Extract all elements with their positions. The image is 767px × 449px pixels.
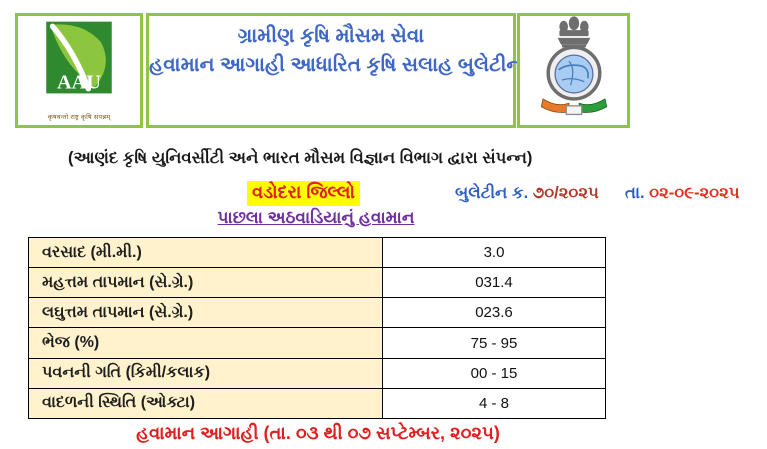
weather-table-row: ભેજ (%) 75 - 95 xyxy=(28,327,606,359)
bulletin-date-label: તા. xyxy=(625,184,645,202)
weather-row-label: વરસાદ (મી.મી.) xyxy=(28,236,383,269)
weather-row-label: ભેજ (%) xyxy=(28,327,383,359)
forecast-heading: હવામાન આગાહી (તા. ૦૩ થી ૦૭ સપ્ટેમ્બર, ૨૦… xyxy=(136,423,500,443)
weather-table-row: વરસાદ (મી.મી.) 3.0 xyxy=(28,236,606,269)
district-name-badge: વડોદરા જિલ્લો xyxy=(247,181,360,206)
imd-logo-box xyxy=(517,13,630,128)
weather-row-label: વાદળની સ્થિતિ (ઓક્ટા) xyxy=(28,387,383,420)
service-title: ગ્રામીણ કૃષિ મૌસમ સેવા xyxy=(237,25,425,47)
weather-row-value: 3.0 xyxy=(382,236,606,269)
svg-text:AAU: AAU xyxy=(57,72,101,94)
bulletin-title-box: ગ્રામીણ કૃષિ મૌસમ સેવા હવામાન આગાહી આધાર… xyxy=(146,13,522,128)
weather-row-label: લઘુત્તમ તાપમાન (સે.ગ્રે.) xyxy=(28,297,383,329)
bulletin-number-label: બુલેટીન ક. xyxy=(455,184,529,202)
weather-table-body: વરસાદ (મી.મી.) 3.0 મહત્તમ તાપમાન (સે.ગ્રે.… xyxy=(28,236,606,420)
weather-table-row: વાદળની સ્થિતિ (ઓક્ટા) 4 - 8 xyxy=(28,387,606,420)
aau-motto: कृषवन्तो राष्ट्र कृषि संपन्नम् xyxy=(47,114,111,121)
weather-table-row: લઘુત્તમ તાપમાન (સે.ગ્રે.) 023.6 xyxy=(28,297,606,329)
weather-row-value: 00 - 15 xyxy=(382,357,606,389)
weather-row-label: પવનની ગતિ (કિમી/કલાક) xyxy=(28,357,383,389)
weather-table: વરસાદ (મી.મી.) 3.0 મહત્તમ તાપમાન (સે.ગ્રે.… xyxy=(28,236,606,420)
weather-row-value: 75 - 95 xyxy=(382,327,606,359)
bulletin-number: બુલેટીન ક. ૭૦/૨૦૨૫ xyxy=(455,184,599,203)
aau-logo-icon: AAU xyxy=(40,20,118,111)
bulletin-number-value: ૭૦/૨૦૨૫ xyxy=(532,184,599,202)
weather-row-value: 4 - 8 xyxy=(382,387,606,420)
weather-table-row: પવનની ગતિ (કિમી/કલાક) 00 - 15 xyxy=(28,357,606,389)
imd-logo-icon xyxy=(531,16,617,125)
weather-row-value: 023.6 xyxy=(382,297,606,329)
bulletin-date: તા. ૦૨-૦૯-૨૦૨૫ xyxy=(625,184,740,203)
aau-logo-box: AAU कृषवन्तो राष्ट्र कृषि संपन्नम् xyxy=(15,13,143,128)
affiliation-line: (આણંદ કૃષિ યુનિવર્સીટી અને ભારત મૌસમ વિજ… xyxy=(68,149,533,167)
bulletin-subtitle: હવામાન આગાહી આધારિત કૃષિ સલાહ બુલેટીન xyxy=(149,54,522,76)
bulletin-date-value: ૦૨-૦૯-૨૦૨૫ xyxy=(649,184,740,202)
past-week-weather-heading: પાછલા અઠવાડિયાનું હવામાન xyxy=(217,208,415,227)
weather-row-value: 031.4 xyxy=(382,267,606,299)
weather-table-row: મહત્તમ તાપમાન (સે.ગ્રે.) 031.4 xyxy=(28,267,606,299)
weather-row-label: મહત્તમ તાપમાન (સે.ગ્રે.) xyxy=(28,267,383,299)
